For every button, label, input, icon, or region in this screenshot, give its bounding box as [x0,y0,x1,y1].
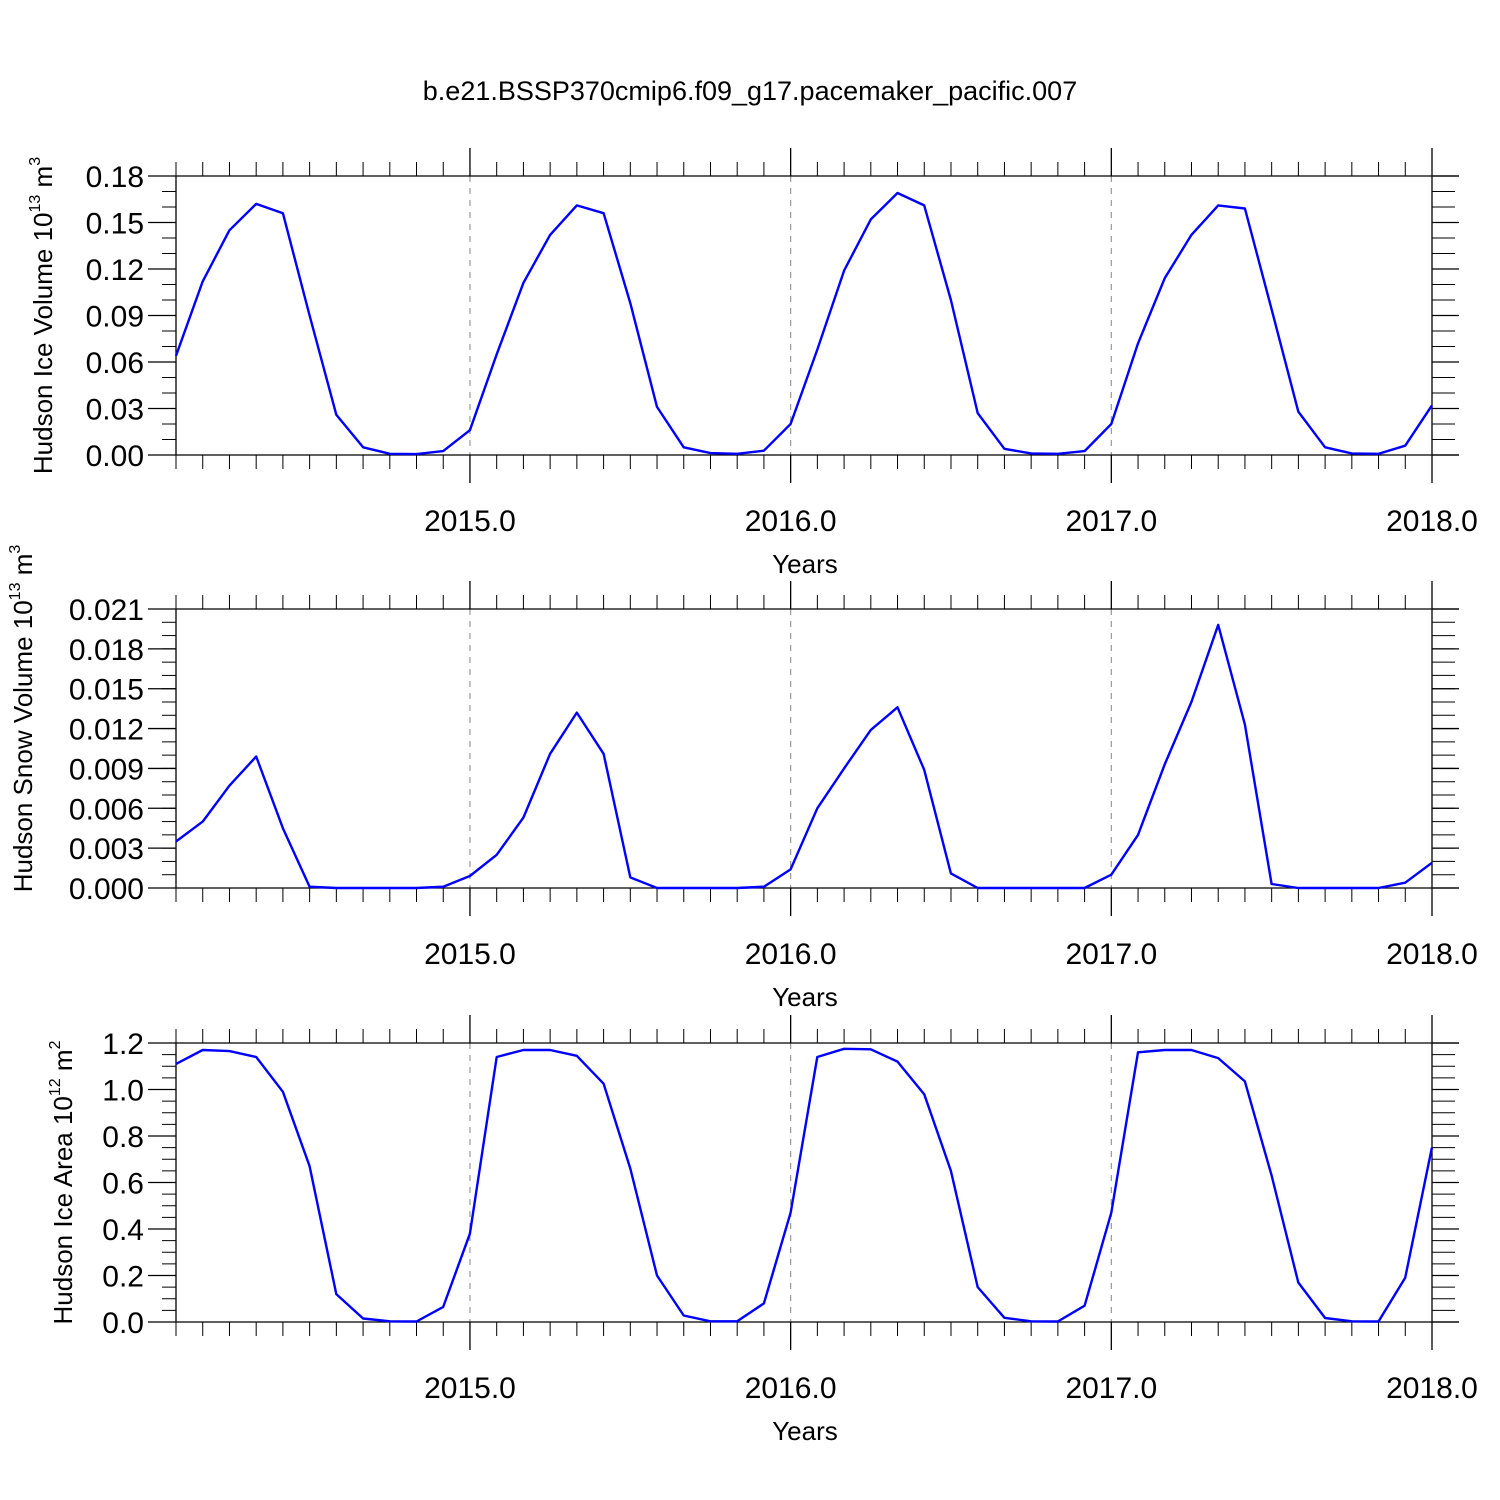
snow-volume-x-axis-title: Years [772,982,838,1012]
ice-volume-ytick-label: 0.12 [86,254,144,287]
ice-area-ytick-label: 1.0 [102,1075,144,1108]
snow-volume-ytick-label: 0.006 [69,793,144,826]
ice-volume-xtick-label: 2018.0 [1386,505,1478,538]
ice-volume-y-axis-title: Hudson Ice Volume 1013 m3 [27,157,58,474]
snow-volume-ytick-label: 0.021 [69,594,144,627]
ice-volume-ytick-label: 0.00 [86,440,144,473]
snow-volume-xtick-label: 2016.0 [745,938,837,971]
snow-volume-series-line [175,623,1433,890]
page-title: b.e21.BSSP370cmip6.f09_g17.pacemaker_pac… [422,76,1078,106]
snow-volume-xtick-label: 2017.0 [1065,938,1157,971]
snow-volume-y-axis-title: Hudson Snow Volume 1013 m3 [7,545,38,893]
ice-area-ytick-label: 0.0 [102,1307,144,1340]
snow-volume-ytick-label: 0.009 [69,753,144,786]
snow-volume-ytick-label: 0.012 [69,714,144,747]
ice-area-panel: 0.0 0.2 0.4 0.6 0.8 1.0 1.2 2015.0 2016.0 2017.0 2… [47,1015,1478,1446]
ice-area-xtick-label: 2018.0 [1386,1372,1478,1405]
ice-area-xtick-label: 2015.0 [424,1372,516,1405]
snow-volume-ytick-label: 0.015 [69,674,144,707]
ice-volume-panel: 0.00 0.03 0.06 0.09 0.12 0.15 0.18 2015.0 2016.0… [27,148,1478,579]
ice-area-series-line [175,1047,1434,1323]
snow-volume-xtick-label: 2018.0 [1386,938,1478,971]
snow-volume-ytick-label: 0.018 [69,634,144,667]
ice-volume-series-line [174,191,1433,456]
ice-area-ytick-label: 1.2 [102,1028,144,1061]
ice-volume-x-axis-title: Years [772,549,838,579]
ice-volume-ytick-label: 0.15 [86,208,144,241]
ice-area-y-axis-title: Hudson Ice Area 1012 m2 [47,1040,78,1324]
ice-area-xtick-label: 2017.0 [1065,1372,1157,1405]
ice-volume-xtick-label: 2015.0 [424,505,516,538]
ice-area-ytick-label: 0.6 [102,1168,144,1201]
snow-volume-ytick-label: 0.003 [69,833,144,866]
ice-volume-ytick-label: 0.06 [86,347,144,380]
ice-volume-ytick-label: 0.18 [86,161,144,194]
ice-area-xtick-label: 2016.0 [745,1372,837,1405]
snow-volume-xtick-label: 2015.0 [424,938,516,971]
ice-volume-xtick-label: 2016.0 [745,505,837,538]
snow-volume-panel: 0.000 0.003 0.006 0.009 0.012 0.015 0.018 0.021… [7,545,1478,1012]
ice-area-ytick-label: 0.8 [102,1121,144,1154]
ice-area-ytick-label: 0.4 [102,1214,144,1247]
ice-area-ytick-label: 0.2 [102,1261,144,1294]
ice-volume-ytick-label: 0.03 [86,394,144,427]
ice-volume-ytick-label: 0.09 [86,301,144,334]
ice-area-x-axis-title: Years [772,1416,838,1446]
snow-volume-ytick-label: 0.000 [69,873,144,906]
ice-volume-xtick-label: 2017.0 [1065,505,1157,538]
